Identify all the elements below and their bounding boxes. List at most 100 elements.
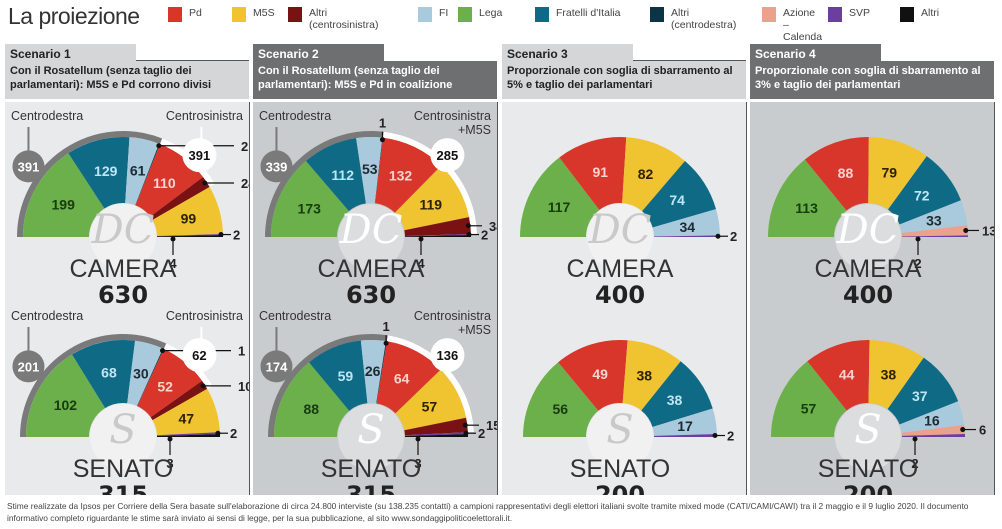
segment-value-label: 129 <box>94 163 118 179</box>
chamber-name: CAMERA <box>318 255 425 283</box>
centrodestra-ring <box>265 131 384 238</box>
senato-emblem-icon: S <box>109 407 136 453</box>
centrosinistra-total: 391 <box>189 148 211 163</box>
segment-value-label: 38 <box>667 392 683 408</box>
scenario-subtitle: Proporzionale con soglia di sbarramento … <box>502 61 746 99</box>
segment-value-label: 99 <box>181 210 197 226</box>
emblem-background <box>338 204 404 270</box>
callout-value-label: 10 <box>238 379 249 394</box>
centrodestra-ring <box>17 131 163 238</box>
segment-altri <box>156 434 220 437</box>
group-label-suffix: +M5S <box>458 123 491 137</box>
legend-item: SVP <box>828 7 888 22</box>
callout-value-label: 1 <box>379 116 386 131</box>
scenario-charts: 117 91 82 74 34 2 DC CAMERA 400 56 49 38 38 17 2 S SENAT… <box>502 102 747 495</box>
segment-svp <box>901 433 965 437</box>
legend-item: Fratelli d'Italia <box>535 7 635 22</box>
hemicycle-charts: 199129611109922424DCCAMERA630Centrodestr… <box>11 109 249 495</box>
segment-altri-centrosinistra- <box>404 217 471 236</box>
callout-value-label: 3 <box>414 456 421 471</box>
legend-item: Pd <box>168 7 218 22</box>
chamber-name: SENATO <box>321 455 422 483</box>
group-label-centrosinistra: Centrosinistra <box>414 109 491 123</box>
group-label-centrodestra: Centrodestra <box>11 309 83 323</box>
senato-emblem-icon: S <box>854 407 881 453</box>
legend-swatch <box>458 7 472 22</box>
group-label-centrodestra: Centrodestra <box>11 109 83 123</box>
legend-item: Altri <box>900 7 960 22</box>
segment-value-label: 52 <box>157 378 173 394</box>
legend-swatch <box>288 7 302 22</box>
callout-value-label: 15 <box>486 418 497 433</box>
segment-value-label: 38 <box>636 368 652 384</box>
chamber-total: 630 <box>98 281 148 309</box>
segment-value-label: 30 <box>133 366 149 382</box>
callout-dot <box>715 233 721 239</box>
group-label-centrodestra: Centrodestra <box>259 309 331 323</box>
scenario-label: Scenario 2 <box>253 44 384 62</box>
callout-value-label: 2 <box>233 228 240 243</box>
senato-emblem-icon: S <box>357 407 384 453</box>
segment-azione-calenda <box>901 225 968 237</box>
chamber-total: 315 <box>346 481 396 495</box>
legend-swatch <box>535 7 549 22</box>
scenario-subtitle: Con il Rosatellum (senza taglio dei parl… <box>5 61 249 99</box>
segment-svp <box>653 433 717 437</box>
segment-lega <box>271 161 349 237</box>
legend-item: FI <box>418 7 453 22</box>
legend-item: Azione – Calenda <box>762 7 822 43</box>
scenario-subtitle: Con il Rosatellum (senza taglio dei parl… <box>253 61 497 99</box>
segment-value-label: 53 <box>362 161 378 177</box>
segment-svp <box>156 432 220 436</box>
segment-fratelli-d-italia <box>887 357 959 425</box>
scenario-charts: 1731125313211913424DCCAMERA630Centrodest… <box>253 102 498 495</box>
callout-value-label: 2 <box>481 228 488 243</box>
segment-lega <box>523 362 599 437</box>
segment-fi <box>127 340 163 407</box>
segment-value-label: 82 <box>638 166 654 182</box>
segment-m5s <box>868 137 927 210</box>
segment-fratelli-d-italia <box>309 340 368 411</box>
segment-pd <box>559 137 627 210</box>
segment-m5s <box>622 137 685 212</box>
legend-label: Azione – Calenda <box>783 7 823 43</box>
hemicycle-camera: 199129611109922424DCCAMERA630Centrodestr… <box>11 109 249 309</box>
emblem-background <box>835 204 901 270</box>
segment-svp <box>156 234 223 237</box>
centrosinistra-bubble <box>430 138 465 173</box>
segment-lega <box>520 157 600 237</box>
segment-fi <box>356 137 383 204</box>
legend-label: FI <box>439 7 449 19</box>
segment-altri <box>404 235 471 237</box>
centrosinistra-total: 285 <box>437 148 459 163</box>
segment-value-label: 34 <box>679 219 695 235</box>
legend-item: Altri (centrodestra) <box>650 7 745 31</box>
segment-fratelli-d-italia <box>305 138 366 212</box>
centrodestra-total: 339 <box>266 159 288 174</box>
segment-value-label: 59 <box>338 368 354 384</box>
segment-value-label: 199 <box>52 197 76 213</box>
chamber-name: SENATO <box>570 455 671 483</box>
callout-value-label: 2 <box>911 456 918 471</box>
legend-label: Altri (centrodestra) <box>671 7 737 31</box>
segment-m5s <box>394 165 470 231</box>
segment-value-label: 173 <box>298 201 322 217</box>
segment-fi <box>652 209 720 237</box>
scenario-label: Scenario 3 <box>502 44 633 62</box>
chamber-name: CAMERA <box>815 255 922 283</box>
segment-m5s <box>868 340 924 410</box>
chamber-name: SENATO <box>73 455 174 483</box>
chamber-total: 400 <box>595 281 645 309</box>
callout-dot <box>383 340 389 346</box>
group-label-centrosinistra: Centrosinistra <box>414 309 491 323</box>
segment-value-label: 132 <box>389 168 413 184</box>
segment-altri-centrosinistra- <box>150 177 210 220</box>
centrodestra-total: 201 <box>18 359 40 374</box>
segment-pd <box>137 348 203 418</box>
group-label-centrodestra: Centrodestra <box>259 109 331 123</box>
segment-value-label: 37 <box>912 388 928 404</box>
hemicycle-charts: 1731125313211913424DCCAMERA630Centrodest… <box>259 109 497 495</box>
